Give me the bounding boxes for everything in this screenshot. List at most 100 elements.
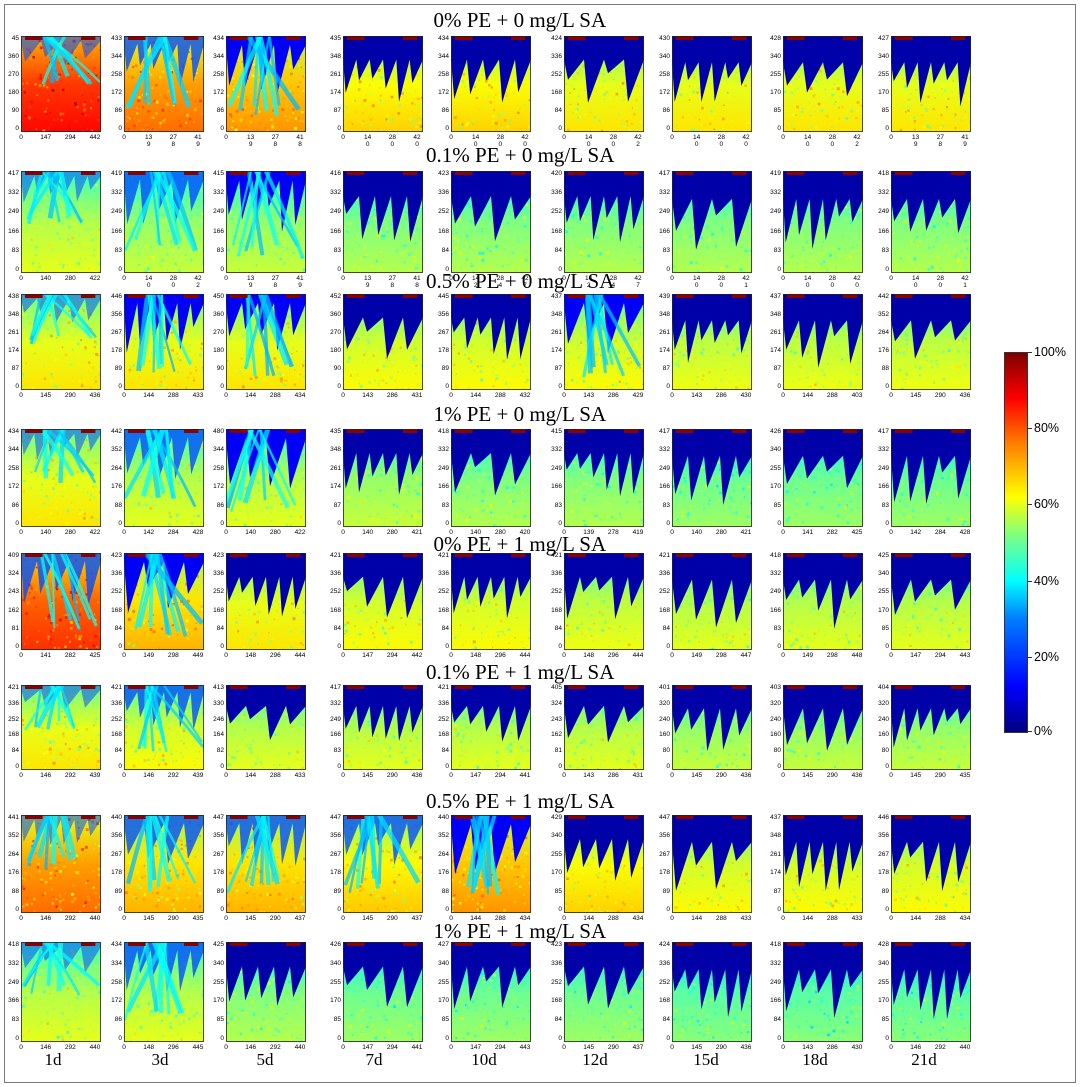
x-tick-label: 296 [494,652,506,659]
x-tick-label: 441 [411,1044,423,1051]
y-tick-label: 81 [11,624,19,632]
y-tick-label: 89 [881,887,889,895]
axes-frame [124,294,204,390]
inlet-hotspot [184,685,199,689]
moisture-panel: 446 356 267 178 89 0 0 144 288 434 [874,814,971,931]
moisture-map [783,553,863,650]
y-tick-label: 450 [213,293,224,300]
y-tick-label: 336 [111,570,122,578]
y-tick-label: 0 [777,1035,781,1042]
y-tick-label: 255 [878,71,889,78]
colorbar-tick [1028,428,1032,429]
inlet-hotspot [286,553,301,557]
dry-crack-region [672,685,752,752]
moisture-panel: 437 348 261 174 87 0 0 144 288 403 [766,293,863,408]
dry-crack-region [672,429,752,506]
x-tick-label: 440 [294,1044,306,1051]
moisture-panel: 450 360 270 180 90 0 0 144 288 434 [209,293,306,408]
x-tick-label: 0 [670,275,674,282]
x-tick-label: 148 [143,1044,155,1051]
moisture-map [672,429,752,527]
y-tick-label: 418 [770,941,781,948]
dry-crack-region [891,36,971,107]
inlet-hotspot [184,942,199,946]
y-tick-label: 344 [213,446,224,454]
y-tick-label: 84 [773,1016,781,1024]
dry-crack-region [783,815,863,891]
y-tick-label: 356 [659,832,670,840]
y-tick-label: 452 [330,293,341,300]
y-tick-label: 85 [773,501,781,509]
y-tick-label: 427 [878,35,889,42]
y-tick-label: 180 [213,347,224,354]
moisture-panel: 405 324 243 162 81 0 0 143 286 431 [547,684,644,788]
axes-frame [783,815,863,913]
dry-crack-region [21,815,101,845]
moisture-map [891,942,971,1042]
y-tick-label: 85 [554,887,562,895]
axes-frame [21,685,101,770]
y-tick-label: 240 [770,715,781,723]
moisture-map [124,553,204,650]
y-tick-label: 0 [558,383,562,390]
x-tick-label: 422 [89,529,101,536]
x-tick-label: 440 [89,915,101,922]
moisture-map [564,815,644,913]
y-tick-label: 356 [878,832,889,840]
dry-crack-region [891,685,971,748]
y-tick-label: 417 [8,170,19,177]
moisture-map [343,294,423,390]
y-tick-label: 428 [878,941,889,948]
y-tick-label: 332 [878,446,889,454]
moisture-panel: 427 340 255 170 85 0 0 147 294 443 [434,941,531,1060]
inlet-hotspot [732,553,747,557]
y-tick-label: 252 [330,588,341,596]
y-tick-label: 421 [8,684,19,691]
y-tick-label: 85 [216,1016,224,1024]
x-tick-label: 0 [19,134,23,141]
x-tick-label: 0 [122,134,126,141]
moisture-panel: 430 340 258 172 86 0 0 14 0 28 0 42 0 [655,35,752,150]
axes-frame [343,553,423,650]
inlet-hotspot [895,815,913,819]
y-tick-label: 87 [333,107,341,114]
axes-frame [451,294,531,390]
moisture-panel: 409 324 243 162 81 0 0 141 282 425 [4,552,101,668]
y-tick-label: 340 [878,959,889,967]
x-tick-label: 290 [167,915,179,922]
moisture-panel: 480 344 258 172 86 0 0 140 280 422 [209,428,306,545]
moisture-map [451,36,531,132]
y-tick-label: 166 [111,227,122,235]
moisture-panel: 446 356 267 178 89 0 0 144 288 433 [107,293,204,408]
y-tick-label: 166 [659,483,670,491]
axes-frame [343,815,423,913]
x-tick-label: 144 [802,915,814,922]
y-tick-label: 270 [213,329,224,336]
dry-crack-region [891,429,971,504]
inlet-hotspot [347,815,365,819]
moisture-map [564,942,644,1042]
dry-crack-region [21,429,101,461]
y-tick-label: 0 [445,383,449,390]
y-tick-label: 249 [8,208,19,216]
inlet-hotspot [676,942,694,946]
x-tick-label: 449 [192,652,204,659]
x-tick-label: 0 [562,529,566,536]
dry-crack-region [343,429,423,495]
inlet-hotspot [895,36,913,40]
y-tick-label: 421 [438,552,449,559]
moisture-map [891,171,971,273]
y-tick-label: 81 [554,747,562,755]
y-tick-label: 447 [659,814,670,821]
x-tick-label: 288 [826,915,838,922]
dry-crack-region [451,294,531,360]
y-tick-label: 439 [659,293,670,300]
y-tick-label: 438 [8,293,19,300]
y-tick-label: 166 [213,227,224,235]
x-tick-label: 0 [224,652,228,659]
dry-crack-region [672,36,752,103]
moisture-map [451,429,531,527]
inlet-hotspot [128,429,146,433]
moisture-panel: 45 360 270 180 90 0 0 147 294 442 [4,35,101,150]
